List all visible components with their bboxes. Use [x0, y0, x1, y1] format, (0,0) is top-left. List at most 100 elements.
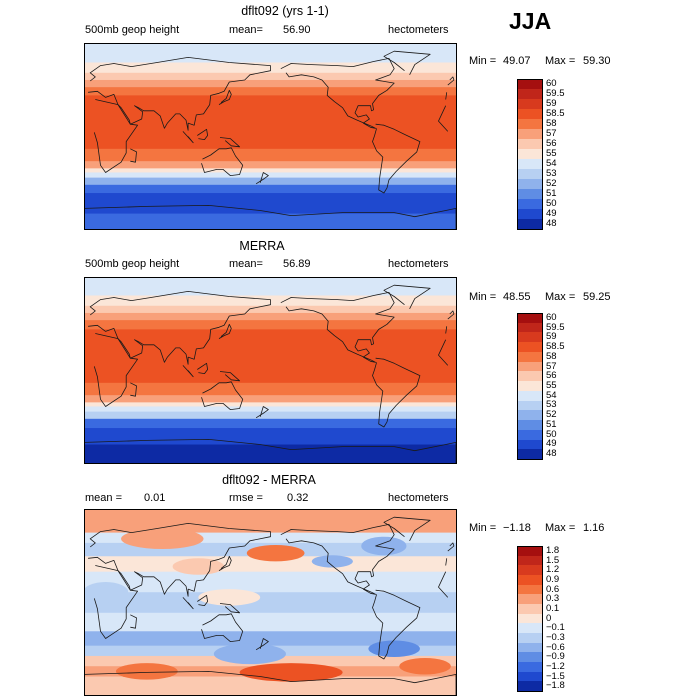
- min-label: Min =: [469, 522, 497, 534]
- colorbar-swatch: [517, 79, 543, 91]
- map-canvas: [85, 278, 456, 463]
- mean-value: 0.01: [144, 492, 166, 504]
- colorbar-swatch: [517, 449, 543, 461]
- colorbar-label: 52: [546, 409, 557, 421]
- colorbar-label: 1.2: [546, 564, 560, 576]
- coastline: [93, 565, 449, 639]
- colorbar-swatch: [517, 671, 543, 682]
- colorbar-label: −1.2: [546, 660, 565, 672]
- coastline: [280, 524, 395, 595]
- contour-band: [85, 382, 456, 396]
- coastline: [383, 50, 431, 75]
- coastline: [88, 523, 448, 597]
- colorbar-swatch: [517, 555, 543, 566]
- min-value: −1.18: [503, 522, 531, 534]
- contour-band: [85, 87, 456, 96]
- contour-band: [85, 278, 456, 296]
- contour-band: [85, 95, 456, 150]
- contour-band: [85, 172, 456, 179]
- colorbar-label: 57: [546, 360, 557, 372]
- contour-band: [85, 402, 456, 407]
- contour-band: [85, 161, 456, 169]
- contour-band: [85, 312, 456, 321]
- colorbar-swatch: [517, 371, 543, 382]
- colorbar: 1.8 1.5 1.2 0.9 0.6 0.3 0.1 0 −0.1 −0.3 −0.6 −0.9 −1…: [517, 545, 597, 693]
- mean-label: mean =: [85, 492, 122, 504]
- coastline: [372, 589, 421, 660]
- rmse-value: 0.32: [287, 492, 309, 504]
- min-value: 49.07: [503, 55, 531, 67]
- coastline: [447, 310, 455, 320]
- colorbar-swatch: [517, 342, 543, 353]
- coastline: [197, 594, 208, 606]
- panel-title: dflt092 - MERRA: [222, 473, 316, 487]
- colorbar-swatch: [517, 613, 543, 624]
- colorbar-label: 56: [546, 138, 557, 149]
- max-value: 1.16: [583, 522, 605, 534]
- contour-anomaly: [368, 640, 420, 657]
- coastline: [182, 597, 194, 610]
- mean-value: 56.90: [283, 24, 311, 36]
- coastline: [372, 123, 421, 194]
- contour-anomaly: [239, 663, 343, 682]
- min-value: 48.55: [503, 291, 531, 303]
- colorbar-swatch: [517, 604, 543, 614]
- coastline: [93, 99, 449, 173]
- contour-band: [85, 510, 456, 534]
- colorbar-swatch: [517, 209, 543, 220]
- coastline: [372, 357, 421, 428]
- contour-band: [85, 305, 456, 314]
- contour-anomaly: [121, 528, 204, 550]
- colorbar-swatch: [517, 390, 543, 401]
- colorbar: 60 59.5 59 58.5 58 57 56 55 54 53 52 51 50 49 48: [517, 312, 597, 461]
- colorbar-label: 60: [546, 78, 557, 89]
- coastline: [85, 671, 456, 695]
- contour-anomaly: [172, 558, 225, 575]
- coastline: [201, 147, 244, 176]
- colorbar-label: 50: [546, 428, 557, 440]
- colorbar-swatch: [517, 361, 543, 372]
- coastline: [383, 516, 431, 541]
- map-difference: [84, 509, 457, 696]
- contour-anomaly: [115, 663, 178, 680]
- colorbar-label: 59: [546, 331, 557, 343]
- colorbar-swatch: [517, 332, 543, 343]
- colorbar-label: −0.9: [546, 651, 565, 663]
- colorbar-swatch: [517, 546, 543, 557]
- contour-band: [85, 44, 456, 63]
- coastline: [383, 284, 431, 309]
- contour-band: [85, 168, 456, 173]
- colorbar-swatch: [517, 351, 543, 362]
- coastline: [219, 371, 240, 382]
- coastline: [182, 365, 194, 378]
- coastline: [447, 76, 455, 86]
- coastline: [197, 362, 208, 374]
- max-label: Max =: [545, 522, 576, 534]
- colorbar-swatch: [517, 322, 543, 333]
- colorbar-label: 0: [546, 612, 552, 624]
- colorbar-label: 55: [546, 380, 557, 391]
- colorbar-label: 51: [546, 188, 557, 199]
- colorbar-swatch: [517, 129, 543, 140]
- contour-anomaly: [198, 589, 261, 606]
- colorbar-swatch: [517, 420, 543, 431]
- contour-anomaly: [399, 658, 451, 675]
- colorbar-label: 59.5: [546, 321, 565, 333]
- colorbar-swatch: [517, 89, 543, 100]
- colorbar-swatch: [517, 623, 543, 634]
- min-label: Min =: [469, 291, 497, 303]
- map-canvas: [85, 44, 456, 229]
- contour-anomaly: [246, 544, 305, 562]
- colorbar-swatch: [517, 575, 543, 585]
- colorbar-swatch: [517, 219, 543, 231]
- contour-band: [85, 79, 456, 88]
- max-label: Max =: [545, 291, 576, 303]
- contour-band: [85, 532, 456, 544]
- colorbar-swatch: [517, 652, 543, 663]
- coastline: [218, 555, 232, 571]
- contour-band: [85, 592, 456, 614]
- colorbar-swatch: [517, 584, 543, 595]
- colorbar-swatch: [517, 662, 543, 672]
- colorbar-swatch: [517, 594, 543, 605]
- coastline: [93, 333, 449, 407]
